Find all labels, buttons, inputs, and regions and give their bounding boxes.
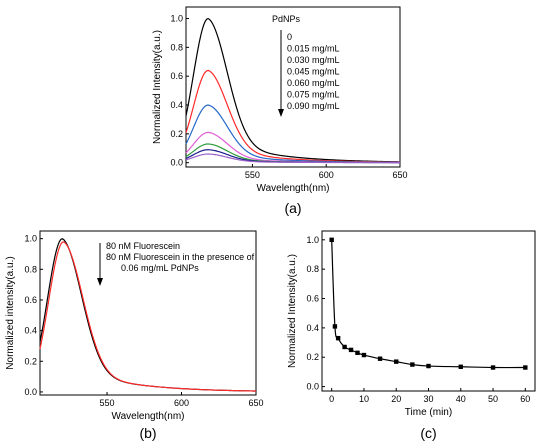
legend-entry: 0.015 mg/mL — [287, 44, 340, 54]
spectrum-line-2 — [185, 104, 401, 163]
legend-entry: 0.06 mg/mL PdNPs — [121, 263, 199, 273]
data-point — [335, 335, 341, 341]
x-tick-label: 600 — [174, 398, 189, 408]
y-tick-label: 0.8 — [170, 42, 183, 52]
y-tick-label: 0.0 — [306, 382, 319, 392]
panel-label: (c) — [420, 425, 436, 441]
data-point — [348, 347, 354, 353]
data-point — [394, 359, 399, 364]
x-tick-label: 40 — [456, 394, 466, 404]
x-tick-label: 550 — [245, 170, 260, 180]
legend-arrow-head — [97, 278, 103, 286]
y-axis-label: Normalized Intensity(a.u.) — [152, 30, 163, 144]
y-tick-label: 0.6 — [170, 71, 183, 81]
spectrum-line-6 — [185, 153, 400, 164]
plot-frame — [185, 6, 401, 168]
spectrum-line-4 — [185, 143, 401, 164]
x-tick-label: 50 — [488, 394, 498, 404]
x-axis-label: Time (min) — [405, 407, 452, 418]
legend-entry: 0.075 mg/mL — [287, 90, 340, 100]
x-tick-label: 20 — [391, 394, 401, 404]
y-tick-label: 0.4 — [170, 100, 183, 110]
data-point — [377, 356, 383, 361]
legend-entry: 80 nM Fluorescein in the presence of — [106, 252, 255, 262]
panel-label: (a) — [284, 200, 301, 216]
y-tick-label: 0.4 — [306, 323, 319, 333]
x-axis-label: Wavelength(nm) — [112, 411, 185, 422]
legend-title: PdNPs — [272, 14, 301, 24]
panel-a-chart: 550 600 650 0.0 0.2 0.4 0.6 0.8 1.0 Wavelength(nm… — [152, 6, 408, 216]
y-tick-label: 0.6 — [24, 295, 37, 305]
x-tick-label: 10 — [359, 394, 369, 404]
data-point — [329, 237, 334, 243]
y-tick-label: 1.0 — [306, 235, 319, 245]
x-tick-label: 30 — [423, 394, 433, 404]
spectrum-line-1 — [39, 241, 257, 392]
data-point — [458, 364, 463, 369]
data-point — [410, 362, 415, 367]
legend-entry: 0.090 mg/mL — [287, 101, 340, 111]
data-point — [342, 344, 347, 350]
y-tick-label: 0.4 — [24, 326, 37, 336]
decay-line — [331, 239, 526, 369]
y-tick-label: 1.0 — [24, 234, 37, 244]
legend-entry: 0.045 mg/mL — [287, 67, 340, 77]
panel-b-chart: 550 600 650 0.0 0.2 0.4 0.6 0.8 1.0 Wavelength(nm… — [5, 230, 264, 441]
y-tick-label: 0.2 — [306, 352, 319, 362]
legend-entry: 80 nM Fluorescein — [106, 241, 180, 251]
y-axis-label: Normalized intensity(a.u.) — [5, 256, 16, 369]
data-point — [523, 365, 528, 370]
y-tick-label: 0.0 — [24, 387, 37, 397]
legend-entry: 0.060 mg/mL — [287, 78, 340, 88]
y-tick-label: 0.6 — [306, 294, 319, 304]
legend-arrow-head — [278, 109, 284, 117]
data-point — [355, 350, 360, 356]
panel-label: (b) — [139, 425, 156, 441]
y-tick-label: 0.2 — [170, 129, 183, 139]
panel-c-chart: 0 10 20 30 40 50 60 0.0 0.2 0.4 0.6 0.8 1.0 Time (min… — [287, 230, 536, 441]
y-tick-label: 1.0 — [170, 14, 183, 24]
x-tick-label: 550 — [100, 398, 115, 408]
data-point — [361, 352, 367, 358]
legend-entry: 0.030 mg/mL — [287, 55, 340, 65]
x-tick-label: 650 — [392, 170, 407, 180]
plot-frame — [39, 230, 257, 396]
x-tick-label: 60 — [520, 394, 530, 404]
x-tick-label: 600 — [319, 170, 334, 180]
y-tick-label: 0.8 — [24, 264, 37, 274]
spectrum-line-3 — [185, 131, 401, 164]
x-tick-label: 0 — [329, 394, 334, 404]
data-point — [332, 324, 338, 329]
y-tick-label: 0.0 — [170, 158, 183, 168]
y-tick-label: 0.8 — [306, 264, 319, 274]
y-axis-label: Normalized Intensity(a.u.) — [287, 254, 298, 368]
data-point — [426, 363, 431, 369]
y-tick-label: 0.2 — [24, 356, 37, 366]
x-tick-label: 650 — [248, 398, 263, 408]
x-axis-label: Wavelength(nm) — [257, 183, 330, 194]
data-point — [490, 365, 496, 370]
legend-entry: 0 — [287, 32, 292, 42]
